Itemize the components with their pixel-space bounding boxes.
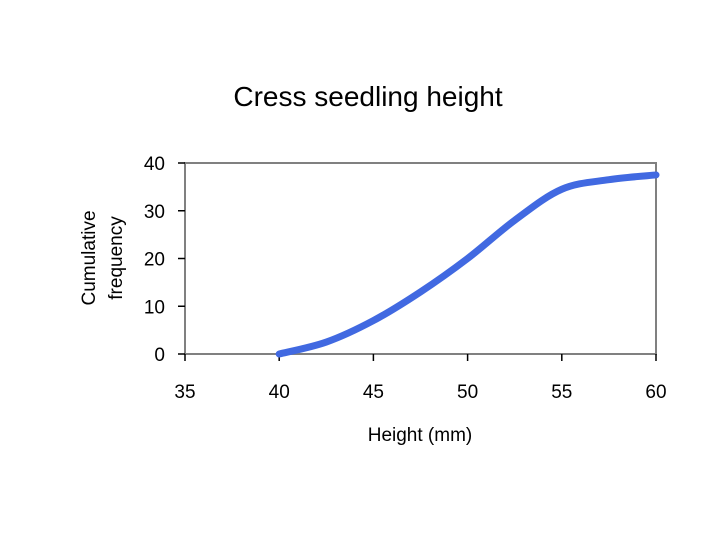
y-tick-label: 10: [144, 297, 165, 318]
y-tick-label: 40: [144, 154, 165, 175]
series-line: [275, 171, 660, 358]
x-tick-label: 55: [551, 382, 572, 403]
x-tick-label: 50: [457, 382, 478, 403]
x-tick-label: 35: [174, 382, 195, 403]
x-tick-label: 45: [363, 382, 384, 403]
y-tick-label: 0: [154, 345, 165, 366]
y-axis-label-line2: frequency: [106, 216, 127, 300]
x-tick-label: 40: [269, 382, 290, 403]
x-axis: 35 40 45 50 55 60: [174, 354, 667, 403]
y-axis: 0 10 20 30 40: [144, 154, 185, 366]
x-axis-label: Height (mm): [368, 425, 473, 446]
y-axis-label-line1: Cumulative: [79, 210, 100, 305]
chart-title: Cress seedling height: [233, 81, 502, 112]
y-tick-label: 30: [144, 202, 165, 223]
plot-area: [184, 162, 657, 355]
y-tick-label: 20: [144, 250, 165, 271]
x-tick-label: 60: [645, 382, 666, 403]
